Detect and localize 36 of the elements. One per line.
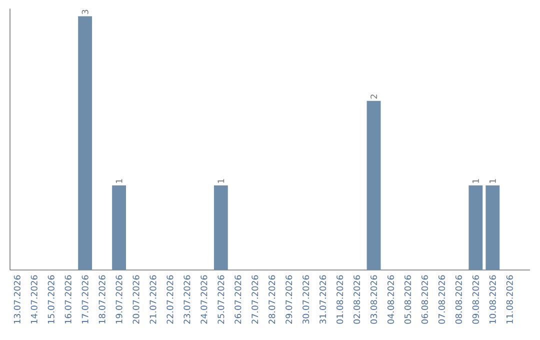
- x-tick-label: 21.07.2026: [150, 275, 156, 324]
- x-tick-label: 31.07.2026: [320, 275, 326, 324]
- x-tick-label: 27.07.2026: [252, 275, 258, 324]
- x-tick-label: 16.07.2026: [64, 275, 72, 324]
- x-tick-label: 03.08.2026: [370, 275, 378, 324]
- data-label: 1: [472, 179, 479, 183]
- x-tick-label: 14.07.2026: [30, 275, 38, 324]
- data-label: 2: [370, 94, 377, 99]
- x-tick-label: 25.07.2026: [218, 275, 224, 324]
- x-tick-label: 30.07.2026: [302, 275, 310, 324]
- x-tick-label: 07.08.2026: [438, 275, 445, 324]
- x-tick-label: 09.08.2026: [472, 275, 479, 324]
- x-tick-label: 20.07.2026: [132, 275, 140, 324]
- x-tick-label: 04.08.2026: [387, 275, 394, 324]
- x-tick-label: 05.08.2026: [404, 275, 412, 324]
- x-tick-label: 22.07.2026: [166, 275, 174, 324]
- x-tick-label: 13.07.2026: [14, 275, 20, 324]
- x-tick-label: 18.07.2026: [98, 275, 106, 324]
- x-tick-label: 06.08.2026: [421, 275, 428, 324]
- data-label: 1: [218, 179, 224, 183]
- x-tick-label: 01.08.2026: [336, 275, 344, 324]
- x-tick-label: 23.07.2026: [184, 275, 190, 324]
- x-tick-label: 29.07.2026: [286, 275, 292, 324]
- x-tick-label: 24.07.2026: [200, 275, 208, 324]
- x-tick-label: 19.07.2026: [116, 275, 122, 324]
- x-tick-label: 28.07.2026: [268, 275, 276, 324]
- x-tick-label: 11.08.2026: [506, 275, 513, 324]
- x-tick-label: 02.08.2026: [354, 275, 360, 324]
- x-tick-label: 26.07.2026: [234, 275, 242, 324]
- x-tick-label: 08.08.2026: [455, 275, 462, 324]
- data-label: 3: [82, 10, 88, 14]
- data-label: 1: [489, 179, 496, 183]
- x-tick-label: 17.07.2026: [82, 275, 88, 324]
- x-tick-label: 15.07.2026: [48, 275, 54, 324]
- data-label: 1: [116, 179, 122, 183]
- x-tick-label: 10.08.2026: [489, 275, 496, 324]
